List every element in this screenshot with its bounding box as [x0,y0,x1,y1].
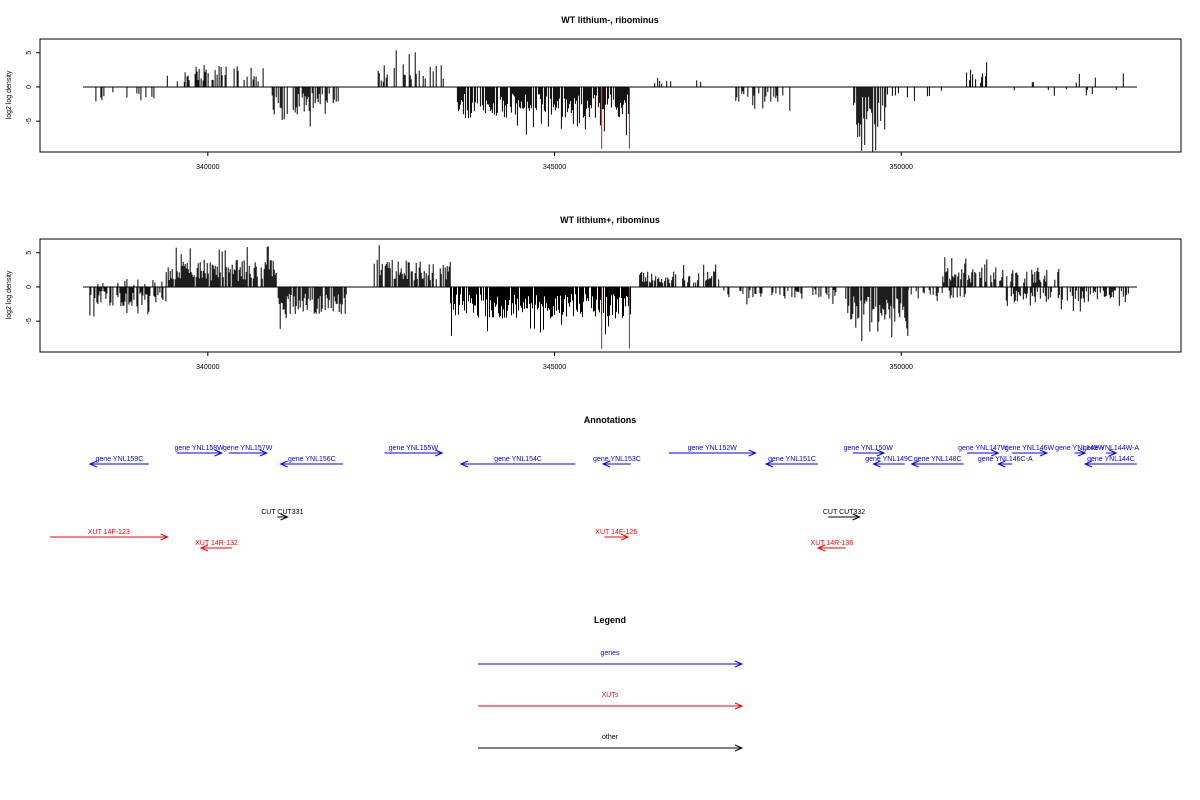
y-axis-label: log2 log density [6,270,13,319]
x-tick-label: 345000 [543,164,566,171]
legend-label: XUTs [602,692,619,699]
bars [89,245,1129,341]
annotations-title: Annotations [584,415,637,425]
annotation-feature: gene YNL151C [764,456,819,468]
annotation-feature: gene YNL147W [958,445,1008,457]
panel-title: WT lithium-, ribominus [561,15,659,25]
y-tick-label: 0 [26,85,33,89]
legend-label: other [602,734,619,741]
legend-item: other [478,734,744,752]
annotation-feature: XUT 14R-136 [811,540,854,552]
bars [95,50,1124,152]
annotation-feature: XUT 14F-126 [595,529,637,541]
y-tick-label: -5 [26,118,33,124]
annotation-label: gene YNL144W-A [1083,445,1139,452]
plot-frame [39,38,1182,153]
legend-label: genes [600,650,620,657]
annotation-feature: gene YNL158W [174,445,224,457]
annotation-label: CUT CUT331 [261,509,303,516]
annotation-label: gene YNL159C [96,456,144,463]
legend-item: genes [478,650,744,668]
y-tick-label: 5 [26,51,33,55]
annotation-feature: gene YNL157W [223,445,273,457]
annotation-label: XUT 14R-132 [195,540,238,547]
annotation-feature: gene YNL144C [1083,456,1137,468]
legend-item: XUTs [478,692,744,710]
y-axis: 5 0 -5 [26,51,40,124]
annotation-label: gene YNL148C [914,456,962,463]
annotation-label: gene YNL157W [223,445,273,452]
annotation-feature: gene YNL159C [88,456,149,468]
annotation-label: gene YNL155W [389,445,439,452]
annotation-feature: gene YNL154C [459,456,576,468]
annotation-label: gene YNL150W [844,445,894,452]
x-tick-label: 340000 [196,364,219,371]
plot-frame [39,238,1182,353]
annotation-feature: CUT CUT331 [261,509,304,521]
annotation-feature: XUT 14F-123 [50,529,169,541]
annotation-label: gene YNL149C [865,456,913,463]
annotation-feature: XUT 14R-132 [195,540,238,552]
annotation-feature: gene YNL146W [1005,445,1055,457]
y-tick-label: 5 [26,251,33,255]
annotation-label: gene YNL154C [494,456,542,463]
coverage-panel-lithium-minus: WT lithium-, ribominus log2 log density … [6,15,1182,171]
annotation-features: gene YNL159C gene YNL158W gene YNL157W gene… [50,445,1139,552]
annotation-label: gene YNL146C-A [978,456,1033,463]
legend-items: genes XUTs other [478,650,744,752]
y-axis-label: log2 log density [6,70,13,119]
annotation-label: gene YNL152W [688,445,738,452]
annotation-label: XUT 14F-123 [88,529,130,536]
legend: Legend genes XUTs other [478,615,744,752]
legend-title: Legend [594,615,626,625]
annotation-label: gene YNL146W [1005,445,1055,452]
annotation-label: gene YNL145W [1055,445,1105,452]
annotation-feature: gene YNL148C [910,456,964,468]
annotation-label: gene YNL151C [768,456,816,463]
x-tick-label: 350000 [890,164,913,171]
annotation-label: gene YNL158W [174,445,224,452]
annotation-feature: gene YNL144W-A [1083,445,1139,457]
marker-lines [601,86,630,149]
annotation-feature: gene YNL155W [384,445,444,457]
x-axis: 340000 345000 350000 [196,152,913,171]
annotation-feature: gene YNL156C [279,456,344,468]
panel-title: WT lithium+, ribominus [560,215,660,225]
annotation-feature: CUT CUT332 [823,509,865,521]
annotation-feature: gene YNL145W [1055,445,1105,457]
annotation-label: CUT CUT332 [823,509,865,516]
annotation-label: gene YNL147W [958,445,1008,452]
y-tick-label: 0 [26,285,33,289]
x-tick-label: 350000 [890,364,913,371]
x-axis: 340000 345000 350000 [196,352,913,371]
annotation-label: gene YNL144C [1087,456,1135,463]
x-tick-label: 340000 [196,164,219,171]
annotation-feature: gene YNL150W [844,445,894,457]
x-tick-label: 345000 [543,364,566,371]
annotation-feature: gene YNL153C [593,456,641,468]
annotation-feature: gene YNL146C-A [978,456,1033,468]
annotation-feature: gene YNL149C [865,456,913,468]
annotation-label: XUT 14F-126 [595,529,637,536]
annotation-label: gene YNL153C [593,456,641,463]
annotation-label: gene YNL156C [288,456,336,463]
y-axis: 5 0 -5 [26,251,40,324]
annotation-feature: gene YNL152W [668,445,757,457]
coverage-panel-lithium-plus: WT lithium+, ribominus log2 log density … [6,215,1182,371]
marker-lines [601,286,630,349]
y-tick-label: -5 [26,318,33,324]
annotation-label: XUT 14R-136 [811,540,854,547]
